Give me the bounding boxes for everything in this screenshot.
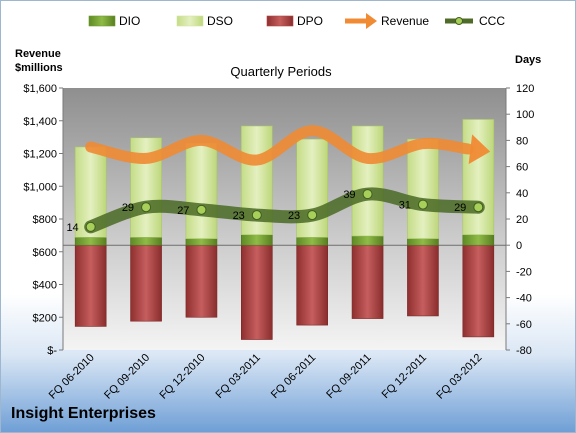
legend-label-dso: DSO — [207, 14, 233, 28]
right-tick-label: -40 — [516, 293, 532, 305]
chart-title: Quarterly Periods — [230, 64, 332, 79]
category-label: FQ 09-2010 — [102, 352, 152, 402]
left-tick-label: $1,400 — [23, 116, 57, 128]
right-tick-label: 120 — [516, 83, 534, 95]
ccc-data-label: 23 — [233, 210, 245, 222]
dpo-bar — [351, 244, 384, 319]
ccc-data-label: 14 — [66, 222, 78, 234]
right-tick-label: 80 — [516, 135, 528, 147]
lines — [84, 125, 491, 234]
dpo-bar — [462, 244, 495, 338]
ccc-marker — [85, 221, 96, 232]
ccc-marker — [251, 210, 262, 221]
left-tick-label: $800 — [33, 214, 57, 226]
data-labels: 14 29 27 23 23 39 31 29 — [66, 189, 466, 234]
right-tick-label: 40 — [516, 188, 528, 200]
dio-bar — [296, 237, 328, 246]
category-label: FQ 06-2010 — [47, 352, 97, 402]
legend-label-ccc: CCC — [479, 14, 505, 28]
left-axis-title-line2: $millions — [15, 62, 63, 74]
ccc-data-label: 29 — [122, 202, 134, 214]
legend-swatch-dso — [176, 15, 204, 27]
right-tick-label: 100 — [516, 109, 534, 121]
dso-bar — [351, 125, 384, 237]
legend-label-dpo: DPO — [297, 14, 323, 28]
dpo-bar — [185, 244, 218, 318]
legend-swatch-dpo — [266, 15, 294, 27]
ccc-marker — [473, 202, 484, 213]
right-tick-label: -80 — [516, 345, 532, 357]
ccc-marker — [362, 189, 373, 200]
right-tick-label: 60 — [516, 162, 528, 174]
ccc-data-label: 27 — [177, 205, 189, 217]
dio-bar — [130, 237, 162, 246]
dpo-bar — [74, 244, 107, 327]
ccc-data-label: 29 — [454, 202, 466, 214]
right-tick-label: -60 — [516, 319, 532, 331]
left-axis-title-line1: Revenue — [15, 48, 61, 60]
dio-bar — [241, 234, 273, 246]
dio-bar — [185, 238, 218, 246]
dio-bar — [407, 238, 439, 246]
right-tick-label: 20 — [516, 214, 528, 226]
left-tick-label: $600 — [33, 247, 57, 259]
left-tick-label: $1,200 — [23, 149, 57, 161]
legend-swatch-dio — [88, 15, 116, 27]
legend-label-dio: DIO — [119, 14, 140, 28]
legend-swatch-ccc-dot — [455, 17, 463, 25]
category-label: FQ 09-2011 — [324, 352, 373, 401]
dpo-bar — [241, 244, 273, 340]
right-axis-title: Days — [515, 54, 541, 66]
company-name: Insight Enterprises — [11, 405, 156, 422]
ccc-data-label: 23 — [288, 210, 300, 222]
category-label: FQ 06-2011 — [269, 352, 318, 401]
ccc-data-label: 31 — [399, 200, 411, 212]
dso-bar — [462, 119, 495, 236]
dio-bar — [462, 234, 495, 246]
revenue-line — [85, 125, 474, 166]
left-tick-label: $- — [47, 345, 57, 357]
dpo-bar — [296, 244, 328, 326]
dpo-bar — [130, 244, 162, 322]
dso-bar — [185, 142, 218, 239]
left-tick-label: $400 — [33, 280, 57, 292]
category-label: FQ 03-2011 — [214, 352, 263, 401]
right-tick-label: -20 — [516, 266, 532, 278]
dio-bar — [74, 237, 107, 246]
legend-swatch-revenue-head — [366, 13, 377, 29]
revenue-arrowhead — [468, 134, 491, 165]
ccc-data-label: 39 — [343, 189, 355, 201]
left-tick-label: $200 — [33, 312, 57, 324]
dio-bar — [351, 235, 384, 246]
category-label: FQ 12-2011 — [380, 352, 429, 401]
ccc-marker — [196, 204, 207, 215]
dso-bar — [407, 138, 439, 239]
category-label: FQ 12-2010 — [158, 352, 208, 402]
left-tick-label: $1,000 — [23, 181, 57, 193]
legend-label-revenue: Revenue — [381, 14, 429, 28]
dpo-bar — [407, 244, 439, 317]
category-label: FQ 03-2012 — [434, 352, 484, 402]
bars — [74, 119, 495, 340]
ccc-marker — [417, 199, 428, 210]
left-tick-label: $1,600 — [23, 83, 57, 95]
legend: DIO DSO DPO Revenue CCC — [88, 13, 505, 29]
right-tick-label: 0 — [516, 240, 522, 252]
ccc-marker — [307, 210, 318, 221]
ccc-marker — [141, 202, 152, 213]
